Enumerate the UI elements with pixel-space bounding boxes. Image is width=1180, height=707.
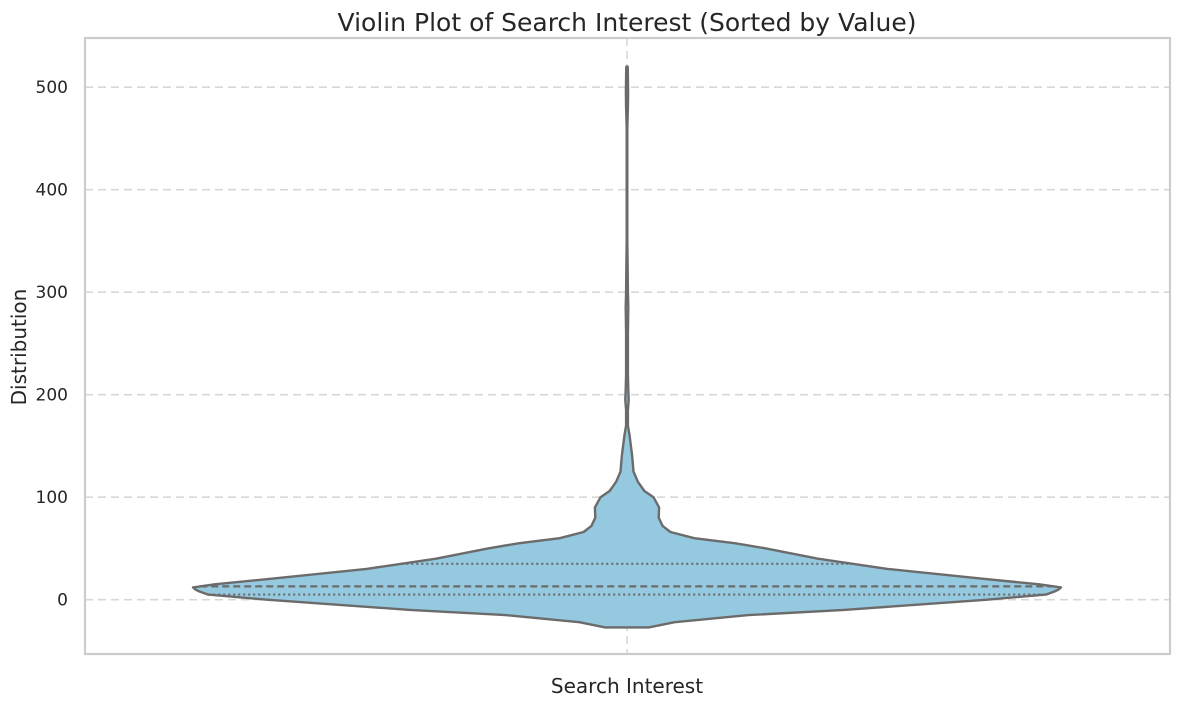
y-tick-label: 200 xyxy=(36,386,68,406)
y-tick-label: 100 xyxy=(36,488,68,508)
y-axis-label: Distribution xyxy=(7,289,31,406)
y-axis-ticks: 0 100 200 300 400 500 xyxy=(36,78,68,610)
x-axis-label: Search Interest xyxy=(551,674,703,698)
quartile-lines xyxy=(200,562,1054,596)
plot-frame xyxy=(83,36,1172,656)
y-tick-label: 400 xyxy=(36,181,68,201)
chart-title: Violin Plot of Search Interest (Sorted b… xyxy=(338,8,917,37)
y-tick-label: 300 xyxy=(36,283,68,303)
y-tick-label: 500 xyxy=(36,78,68,98)
violin-body xyxy=(191,65,1063,629)
y-tick-label: 0 xyxy=(57,591,68,611)
